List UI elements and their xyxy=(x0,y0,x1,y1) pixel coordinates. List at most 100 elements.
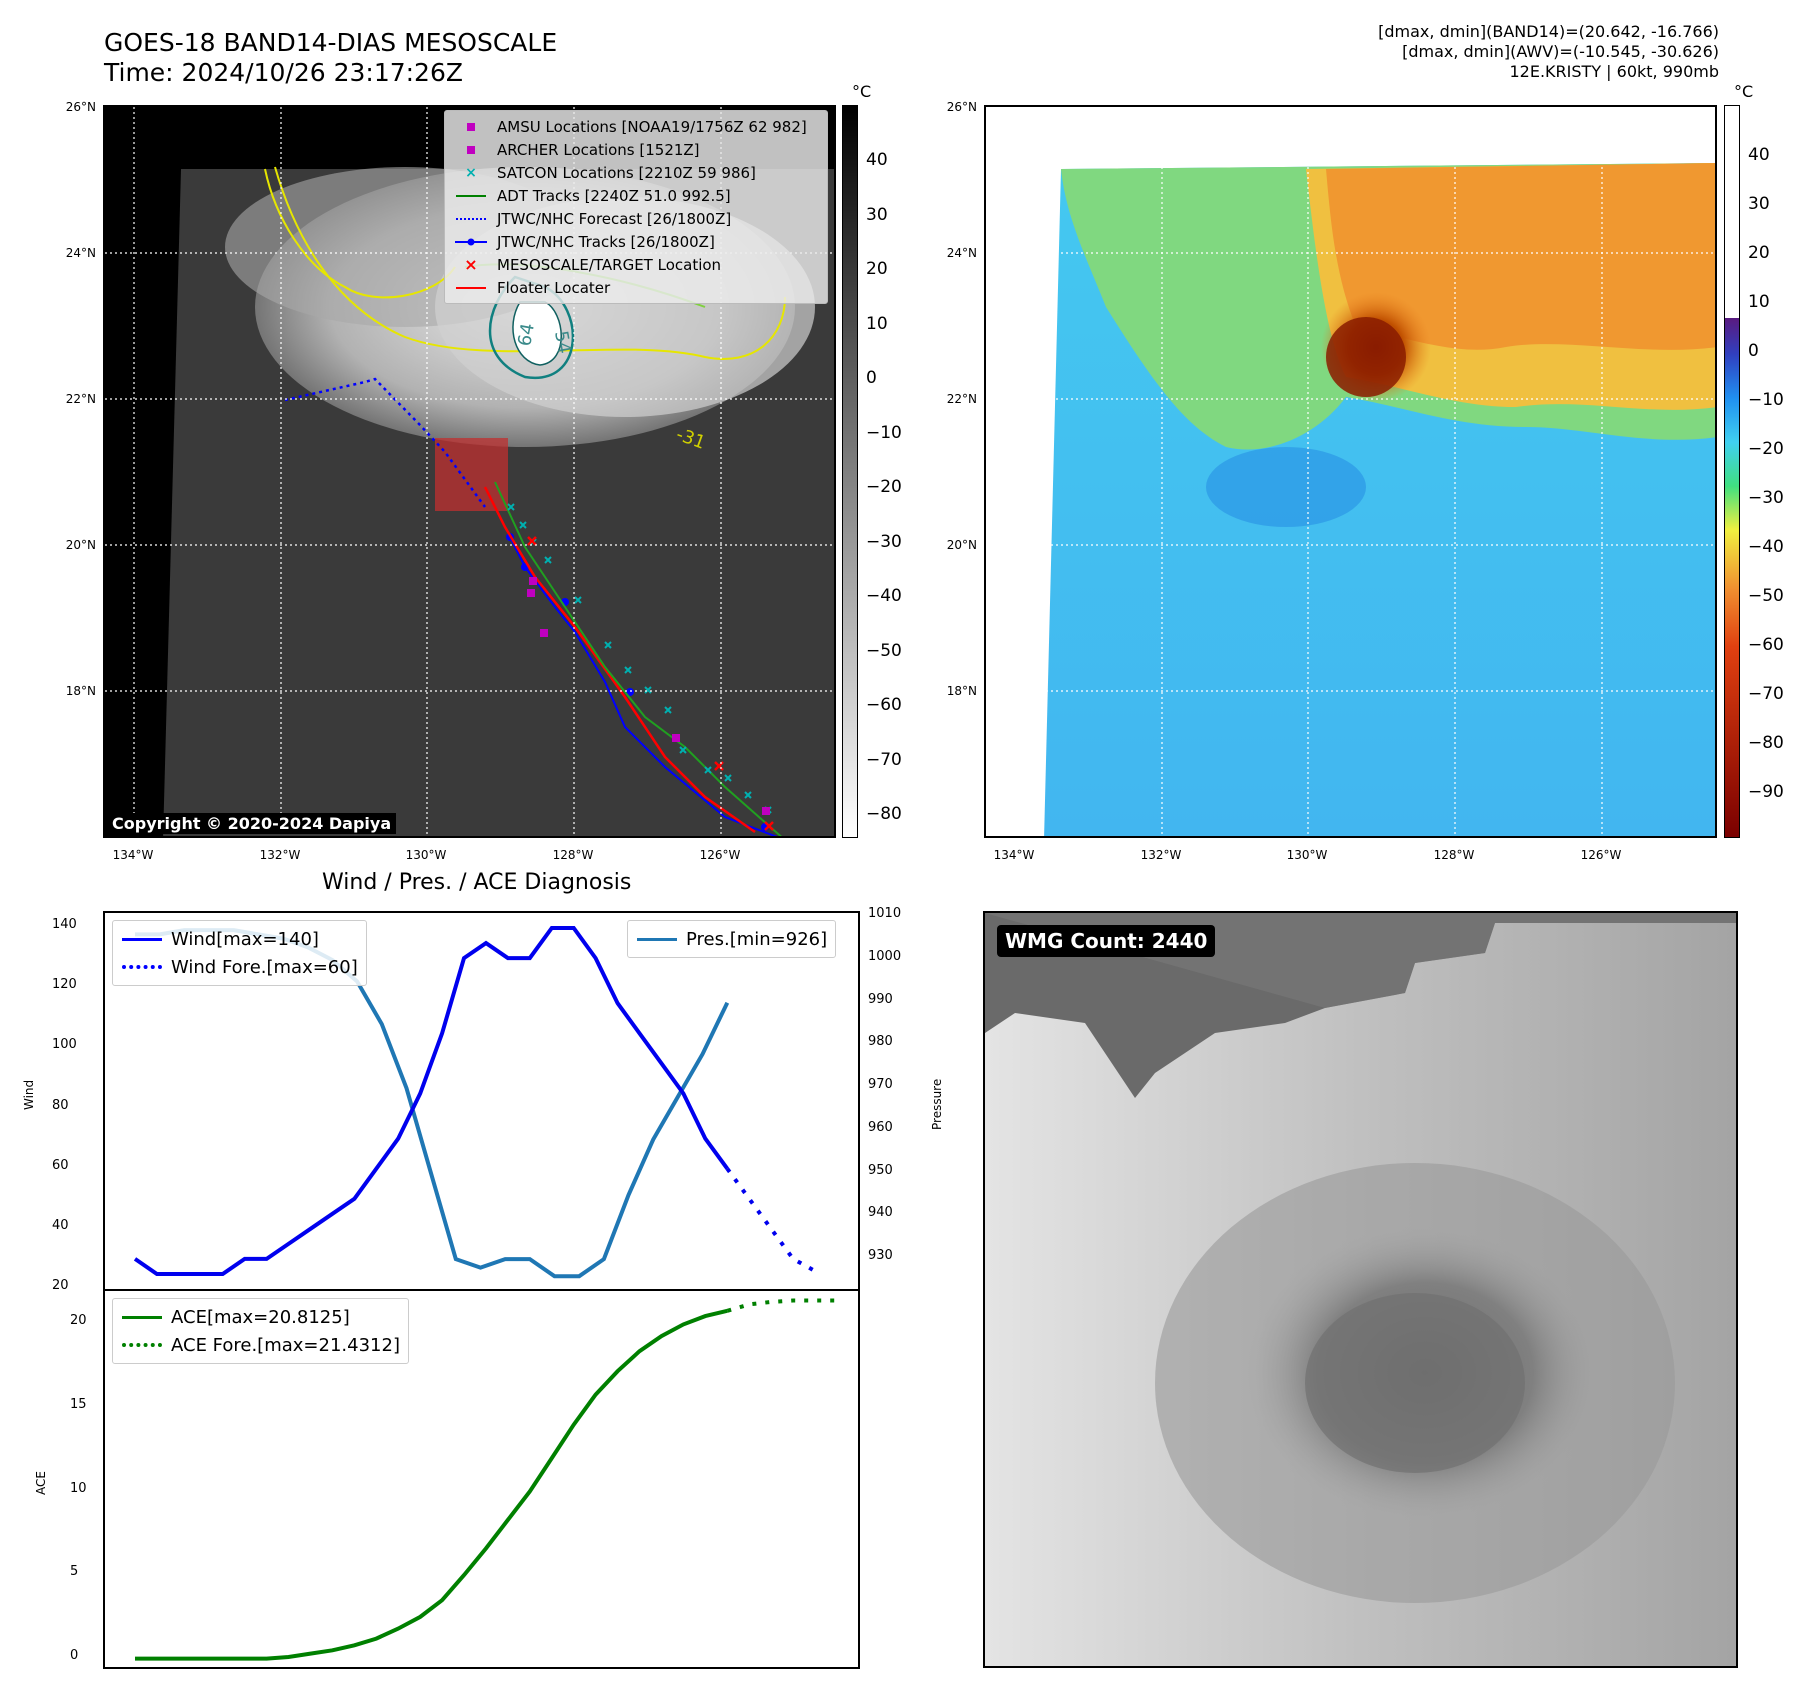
colorbar-tick-label: 40 xyxy=(866,150,888,170)
colorbar-tick-label: −20 xyxy=(1748,439,1784,459)
colorbar-tick-label: −70 xyxy=(866,749,902,770)
amsu-archer-markers xyxy=(527,577,770,815)
diagnosis-title: Wind / Pres. / ACE Diagnosis xyxy=(322,870,632,895)
lat-tick: 20°N xyxy=(946,538,977,552)
colorbar-tick-label: −90 xyxy=(1748,782,1784,802)
awv-map-svg xyxy=(986,107,1715,836)
colorbar-tick-label: 30 xyxy=(1748,194,1770,214)
colorbar-unit: °C xyxy=(852,82,872,101)
legend-item-archer: ARCHER Locations [1521Z] xyxy=(453,138,819,161)
wmg-image-svg xyxy=(985,913,1736,1666)
wmg-panel: WMG Count: 2440 xyxy=(983,911,1738,1668)
graticule xyxy=(105,107,834,836)
pressure-tick-label: 980 xyxy=(868,1034,893,1050)
ace-tick-label: 15 xyxy=(70,1396,87,1412)
ace-legend: ACE[max=20.8125] ACE Fore.[max=21.4312] xyxy=(112,1298,409,1364)
wind-axis-label: Wind xyxy=(22,1079,36,1110)
lon-tick: 126°W xyxy=(699,848,741,862)
colorbar-tick-label: −80 xyxy=(866,804,902,824)
figure-info: [dmax, dmin](BAND14)=(20.642, -16.766) [… xyxy=(1378,22,1719,82)
square-marker-icon xyxy=(453,119,489,135)
colorbar-tick-label: −20 xyxy=(866,477,902,497)
figure-title-line2: Time: 2024/10/26 23:17:26Z xyxy=(104,58,463,87)
ace-tick-label: 10 xyxy=(70,1480,87,1496)
lon-tick: 130°W xyxy=(405,848,447,862)
wind-tick-label: 120 xyxy=(52,977,77,993)
line-marker-icon xyxy=(453,280,489,296)
colorbar-tick-label: −50 xyxy=(1748,586,1784,606)
colorbar-unit: °C xyxy=(1734,82,1754,101)
line-marker-icon xyxy=(636,931,678,947)
legend-item-adt: ADT Tracks [2240Z 51.0 992.5] xyxy=(453,184,819,207)
wind-tick-label: 20 xyxy=(52,1278,69,1293)
lon-tick: 126°W xyxy=(1580,848,1622,862)
colorbar-tick-label: 10 xyxy=(1748,292,1770,312)
info-line3: 12E.KRISTY | 60kt, 990mb xyxy=(1509,62,1720,81)
lon-tick: 128°W xyxy=(552,848,594,862)
wind-series-line xyxy=(133,926,729,1276)
map-legend: AMSU Locations [NOAA19/1756Z 62 982] ARC… xyxy=(444,110,828,304)
dotted-line-icon xyxy=(121,959,163,975)
legend-item-wind: Wind[max=140] xyxy=(121,925,358,953)
pressure-tick-label: 970 xyxy=(868,1077,893,1093)
lon-tick: 130°W xyxy=(1286,848,1328,862)
wind-legend: Wind[max=140] Wind Fore.[max=60] xyxy=(112,920,367,986)
colorbar-tick-label: 0 xyxy=(866,368,877,388)
colorbar-tick-label: 0 xyxy=(1748,341,1759,361)
legend-item-jtwc-tracks: JTWC/NHC Tracks [26/1800Z] xyxy=(453,230,819,253)
info-line2: [dmax, dmin](AWV)=(-10.545, -30.626) xyxy=(1402,42,1719,61)
legend-item-pressure: Pres.[min=926] xyxy=(636,925,827,953)
pressure-tick-label: 940 xyxy=(868,1205,893,1221)
colorbar-tick-label: 20 xyxy=(866,259,888,279)
lat-tick: 24°N xyxy=(65,246,96,260)
lat-tick: 20°N xyxy=(65,538,96,552)
dotted-line-icon xyxy=(121,1337,163,1353)
wind-tick-label: 40 xyxy=(52,1217,69,1233)
awv-colorbar xyxy=(1724,105,1740,838)
mesoscale-target-markers xyxy=(527,536,774,831)
lat-tick: 18°N xyxy=(946,684,977,698)
pressure-tick-label: 930 xyxy=(868,1248,893,1264)
wind-tick-label: 140 xyxy=(52,917,77,933)
lat-tick: 22°N xyxy=(65,392,96,406)
colorbar-tick-label: −40 xyxy=(1748,537,1784,557)
ace-panel xyxy=(103,1289,860,1669)
square-marker-icon xyxy=(453,142,489,158)
ace-forecast-line xyxy=(726,1298,837,1313)
legend-item-ace-fore: ACE Fore.[max=21.4312] xyxy=(121,1331,400,1359)
lat-tick: 22°N xyxy=(946,392,977,406)
contour-label-64: 64 xyxy=(514,322,539,348)
pressure-tick-label: 960 xyxy=(868,1119,893,1135)
adt-track xyxy=(494,481,782,836)
colorbar-tick-label: 20 xyxy=(1748,243,1770,263)
ace-svg xyxy=(135,1298,837,1661)
wind-tick-label: 80 xyxy=(52,1097,69,1113)
pressure-tick-label: 1010 xyxy=(868,906,902,922)
legend-item-wind-fore: Wind Fore.[max=60] xyxy=(121,953,358,981)
lon-tick: 134°W xyxy=(993,848,1035,862)
lat-tick: 26°N xyxy=(65,100,96,114)
mesoscale-target-box xyxy=(435,438,508,511)
legend-item-floater: Floater Locater xyxy=(453,276,819,299)
lat-tick: 26°N xyxy=(946,100,977,114)
ace-tick-label: 0 xyxy=(70,1647,79,1663)
legend-item-amsu: AMSU Locations [NOAA19/1756Z 62 982] xyxy=(453,115,819,138)
pressure-legend: Pres.[min=926] xyxy=(627,920,837,958)
pressure-tick-label: 950 xyxy=(868,1162,893,1178)
band14-colorbar xyxy=(842,105,858,838)
ace-axis-label: ACE xyxy=(34,1471,48,1495)
figure-title-line1: GOES-18 BAND14-DIAS MESOSCALE xyxy=(104,28,558,57)
colorbar-tick-label: 30 xyxy=(866,204,888,225)
wind-forecast-line xyxy=(725,1167,816,1273)
ace-series-line xyxy=(135,1308,728,1661)
copyright-label: Copyright © 2020-2024 Dapiya xyxy=(107,813,397,834)
wmg-count-label: WMG Count: 2440 xyxy=(997,925,1216,957)
colorbar-tick-label: −30 xyxy=(866,531,902,552)
wind-tick-label: 100 xyxy=(52,1037,77,1053)
colorbar-tick-label: 10 xyxy=(866,313,888,334)
ace-tick-label: 20 xyxy=(70,1313,87,1329)
lon-tick: 128°W xyxy=(1433,848,1475,862)
jtwc-forecast-track xyxy=(284,377,487,508)
colorbar-tick-label: −40 xyxy=(866,586,902,606)
legend-item-jtwc-forecast: JTWC/NHC Forecast [26/1800Z] xyxy=(453,207,819,230)
